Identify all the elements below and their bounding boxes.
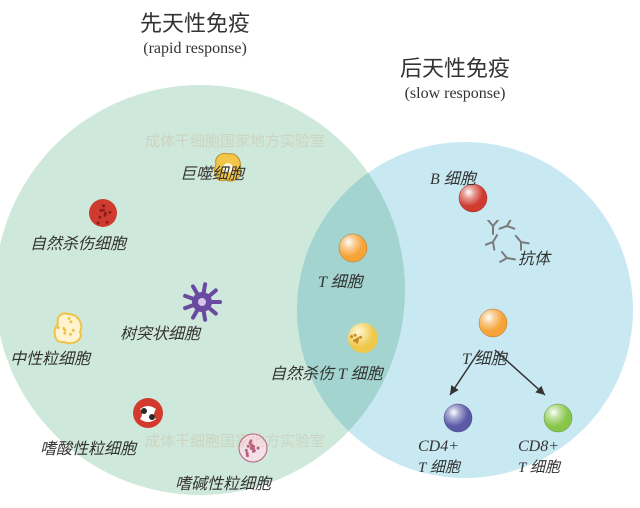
arrow-t_cell2-cd8 — [495, 350, 545, 395]
watermark-text: 成体干细胞国家地方实验室 — [145, 430, 325, 451]
watermark-text: 成体干细胞国家地方实验室 — [145, 130, 325, 151]
arrow-t_cell2-cd4 — [450, 350, 480, 395]
